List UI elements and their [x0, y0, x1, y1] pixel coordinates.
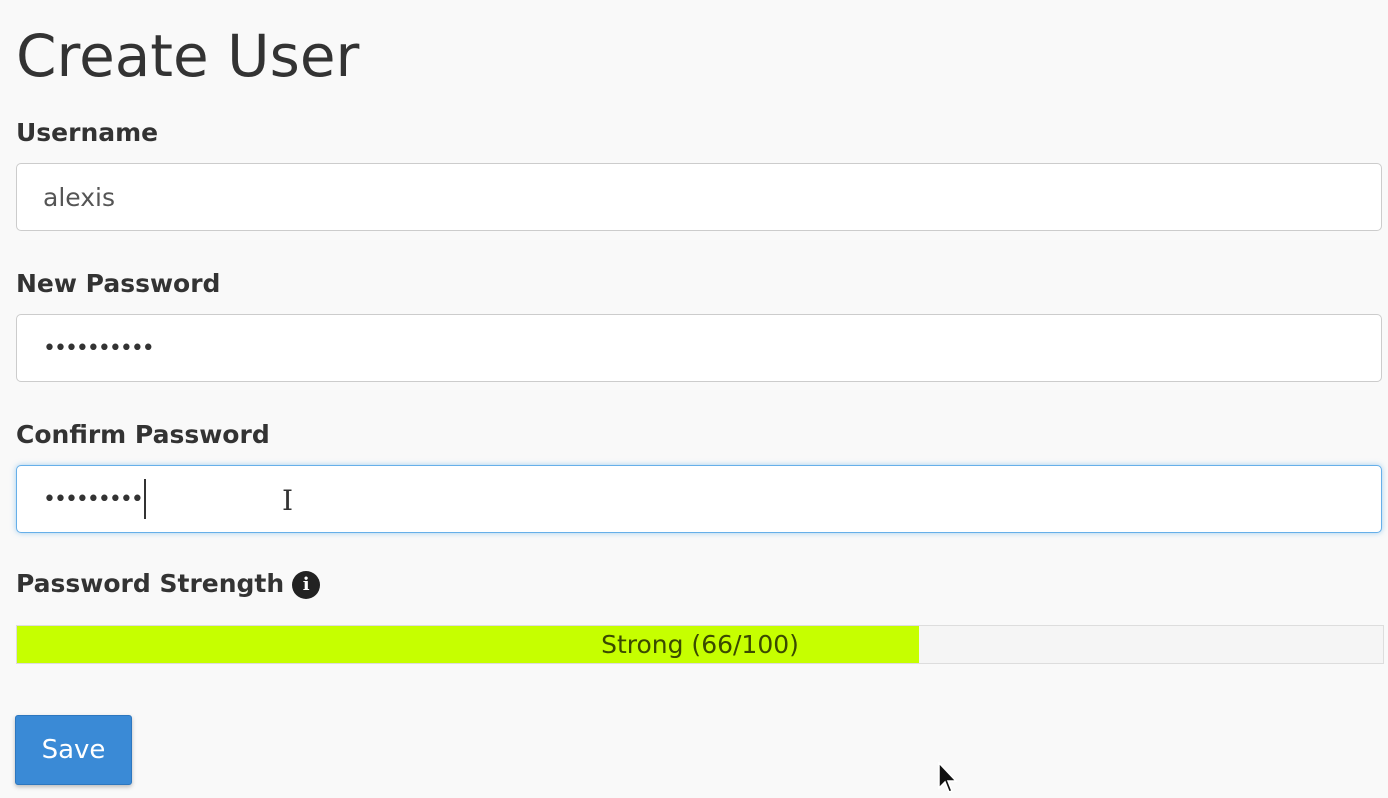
text-caret [143, 479, 146, 519]
info-circle-icon[interactable]: i [292, 570, 321, 599]
username-field[interactable]: alexis [16, 163, 1382, 231]
save-button[interactable]: Save [15, 715, 132, 785]
password-strength-value: Strong (66/100) [601, 630, 799, 659]
username-label: Username [16, 118, 159, 147]
password-strength-label: Password Strength i [16, 569, 321, 599]
mouse-pointer-icon [938, 762, 958, 793]
confirm-password-label: Confirm Password [16, 420, 270, 449]
password-strength-meter: Strong (66/100) [16, 625, 1384, 664]
text-cursor-icon: I [282, 484, 294, 517]
new-password-value: •••••••••• [43, 335, 155, 361]
password-strength-text: Password Strength [16, 569, 285, 598]
new-password-label: New Password [16, 269, 221, 298]
page-title: Create User [16, 22, 360, 90]
confirm-password-value: ••••••••• [43, 486, 144, 512]
confirm-password-field[interactable]: ••••••••• [16, 465, 1382, 533]
username-value: alexis [43, 182, 115, 212]
password-strength-fill [17, 626, 919, 663]
new-password-field[interactable]: •••••••••• [16, 314, 1382, 382]
